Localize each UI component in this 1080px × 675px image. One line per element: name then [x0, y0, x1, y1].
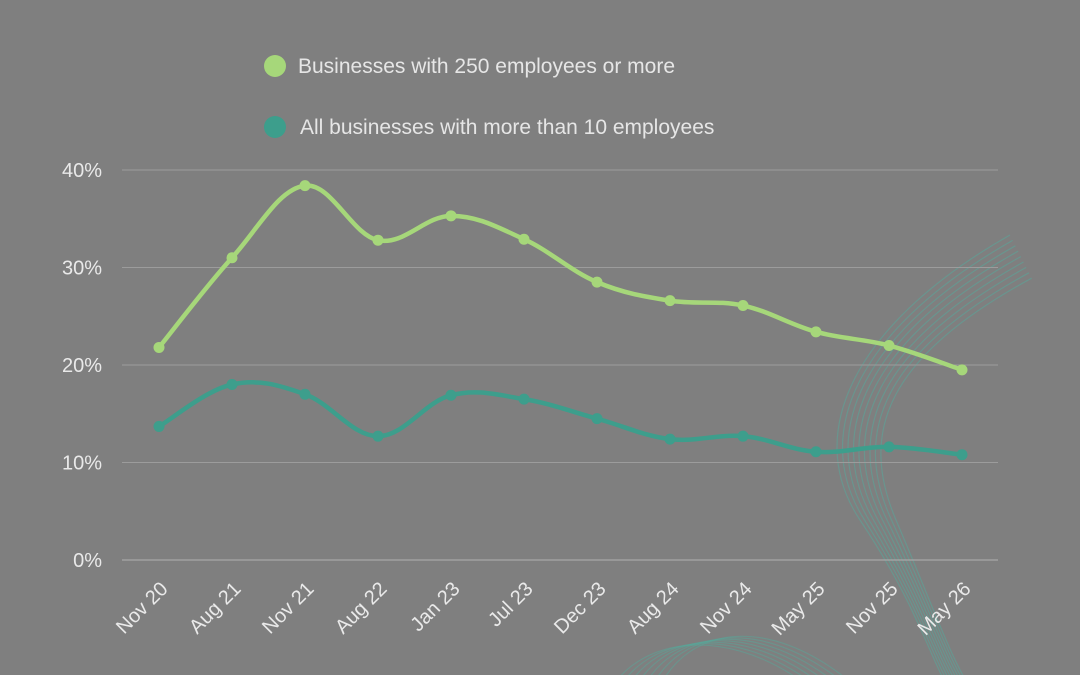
legend-marker-large-businesses	[264, 55, 286, 77]
data-point[interactable]	[372, 234, 384, 246]
data-point[interactable]	[299, 180, 311, 192]
data-point[interactable]	[737, 300, 749, 312]
data-point[interactable]	[956, 364, 968, 376]
y-tick-label: 0%	[73, 550, 102, 572]
x-tick-label: Jul 23	[484, 578, 537, 631]
data-point[interactable]	[518, 393, 530, 405]
decorative-wave-line	[869, 266, 1027, 675]
x-tick-label: Nov 24	[696, 578, 756, 638]
data-point[interactable]	[445, 210, 457, 222]
legend-marker-all-businesses	[264, 116, 286, 138]
series-large-businesses	[153, 180, 968, 376]
decorative-wave-line	[858, 256, 1022, 675]
x-tick-label: May 25	[768, 578, 830, 640]
decorative-waves	[620, 234, 1032, 675]
data-point[interactable]	[664, 295, 676, 307]
data-point[interactable]	[737, 430, 749, 442]
x-tick-label: Aug 21	[185, 578, 245, 638]
data-point[interactable]	[518, 233, 530, 245]
data-point[interactable]	[883, 441, 895, 453]
data-point[interactable]	[372, 430, 384, 442]
data-point[interactable]	[226, 379, 238, 390]
data-point[interactable]	[664, 433, 676, 445]
x-tick-label: Aug 22	[331, 578, 391, 638]
x-tick-label: Nov 25	[842, 578, 902, 638]
decorative-wave-line	[847, 245, 1016, 675]
data-point[interactable]	[445, 389, 457, 401]
decorative-wave-line	[666, 635, 843, 675]
y-tick-label: 30%	[62, 258, 102, 280]
gridlines	[122, 169, 998, 561]
series-line	[156, 380, 965, 457]
decorative-wave-line	[863, 261, 1024, 675]
decorative-wave-line	[841, 239, 1013, 675]
data-point[interactable]	[810, 446, 822, 458]
decorative-wave-line	[628, 643, 802, 675]
data-point[interactable]	[153, 420, 165, 432]
data-point[interactable]	[810, 326, 822, 338]
y-tick-label: 20%	[62, 355, 102, 377]
decorative-wave-line	[620, 644, 794, 675]
decorative-wave-line	[880, 277, 1032, 675]
legend: Businesses with 250 employees or more Al…	[264, 55, 714, 139]
y-tick-label: 10%	[62, 453, 102, 475]
x-axis-ticks: Nov 20 Aug 21 Nov 21 Aug 22 Jan 23 Jul 23 Dec …	[112, 578, 975, 640]
data-point[interactable]	[153, 341, 165, 353]
data-point[interactable]	[591, 276, 603, 288]
legend-item-all-businesses[interactable]: All businesses with more than 10 employe…	[264, 116, 714, 139]
legend-label-all-businesses: All businesses with more than 10 employe…	[300, 116, 714, 139]
series-all-businesses	[153, 379, 968, 461]
x-tick-label: Jan 23	[407, 578, 465, 636]
decorative-wave-line	[874, 272, 1030, 675]
data-point[interactable]	[591, 413, 603, 425]
x-tick-label: Nov 20	[112, 578, 172, 638]
x-tick-label: May 26	[914, 578, 976, 640]
decorative-wave-line	[852, 250, 1019, 675]
y-tick-label: 40%	[62, 160, 102, 182]
series-line	[156, 183, 965, 373]
data-point[interactable]	[226, 252, 238, 264]
y-axis-ticks: 0% 10% 20% 30% 40%	[62, 160, 102, 572]
legend-item-large-businesses[interactable]: Businesses with 250 employees or more	[264, 55, 675, 78]
legend-label-large-businesses: Businesses with 250 employees or more	[298, 55, 675, 78]
data-point[interactable]	[883, 340, 895, 351]
x-tick-label: Nov 21	[258, 578, 318, 638]
data-point[interactable]	[299, 388, 311, 400]
decorative-wave-line	[836, 234, 1011, 675]
x-tick-label: Aug 24	[623, 578, 683, 638]
series-group	[153, 180, 968, 461]
data-point[interactable]	[956, 449, 968, 461]
x-tick-label: Dec 23	[550, 578, 610, 638]
